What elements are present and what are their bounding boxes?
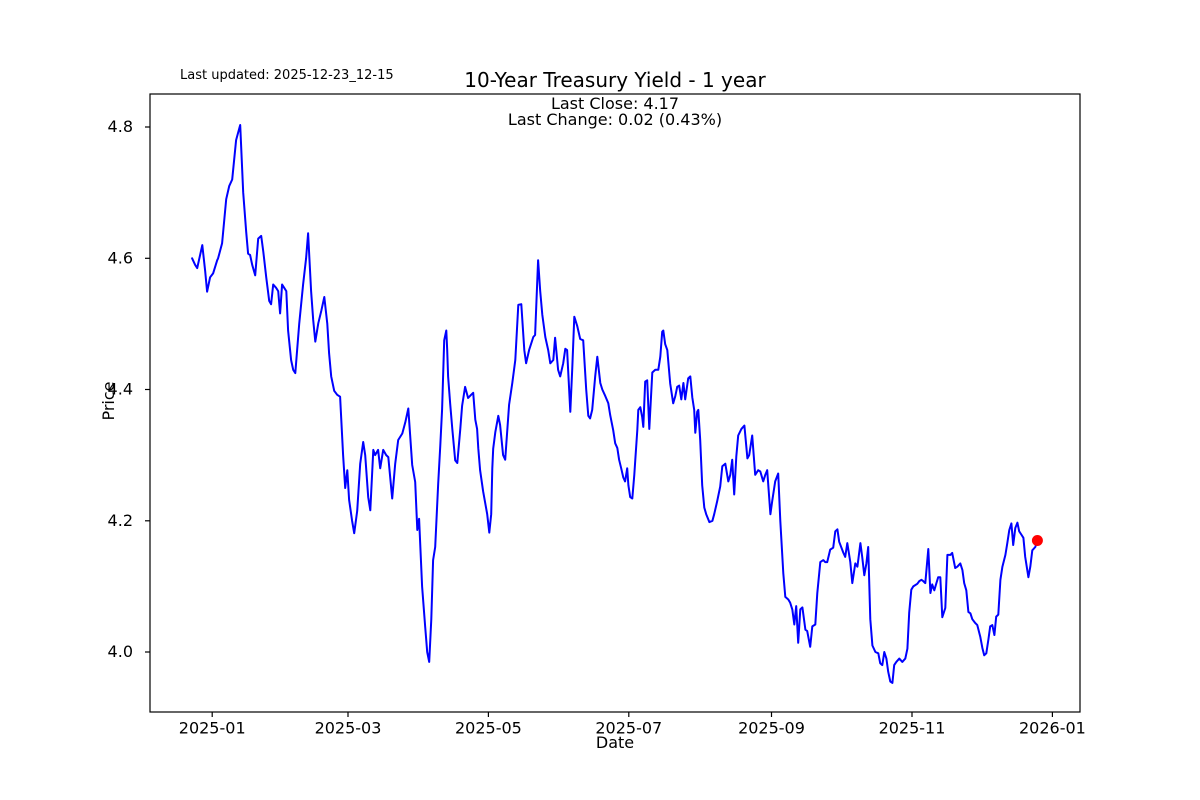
x-tick-label: 2025-07 (595, 719, 662, 738)
x-tick-label: 2025-03 (315, 719, 382, 738)
axis-ticks: 2025-01 2025-03 2025-05 2025-07 2025-09 2025-… (108, 117, 1086, 738)
y-tick-label: 4.8 (108, 117, 133, 136)
y-tick-label: 4.6 (108, 248, 133, 267)
chart-title: 10-Year Treasury Yield - 1 year (464, 68, 766, 92)
y-tick-label: 4.2 (108, 511, 133, 530)
last-price-marker (1031, 535, 1043, 546)
subtitle-last-change: Last Change: 0.02 (0.43%) (507, 110, 723, 129)
x-tick-label: 2025-11 (879, 719, 946, 738)
x-tick-label: 2025-09 (738, 719, 805, 738)
y-axis-label: Price (99, 381, 118, 421)
price-line (191, 124, 1039, 684)
y-tick-label: 4.4 (108, 380, 133, 399)
y-tick-label: 4.0 (108, 642, 133, 661)
x-tick-label: 2026-01 (1019, 719, 1086, 738)
x-tick-label: 2025-05 (455, 719, 522, 738)
plot-border (149, 93, 1081, 713)
last-updated-label: Last updated: 2025-12-23_12-15 (180, 68, 394, 83)
x-tick-label: 2025-01 (179, 719, 246, 738)
subtitle-last-close: Last Close: 4.17 (550, 94, 680, 113)
x-axis-label: Date (595, 733, 635, 752)
